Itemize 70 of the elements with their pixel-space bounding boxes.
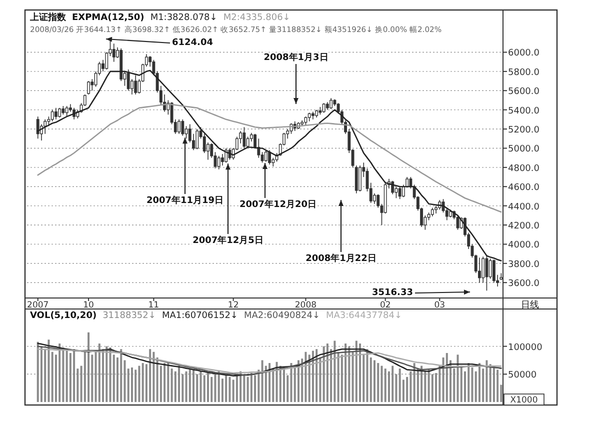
candlestick [112, 43, 116, 62]
series-label: 31188352↓ [102, 311, 156, 321]
candlestick [478, 257, 481, 283]
candlestick [196, 128, 199, 150]
annotation: 2007年11月19日 [146, 195, 224, 206]
x-tick-label: 2008 [294, 300, 317, 310]
y-tick-label: 3800.0 [508, 260, 540, 270]
x-tick-label: 03 [434, 300, 446, 310]
y-tick-label: 5600.0 [508, 87, 540, 98]
candlestick [330, 98, 333, 110]
y-tick-label: 4400.0 [508, 202, 540, 212]
y-tick-label: 5200.0 [508, 126, 540, 136]
candlestick [217, 156, 220, 170]
candlestick [178, 119, 180, 134]
candlestick [485, 255, 488, 292]
chart-title: VOL(5,10,20) [30, 311, 97, 321]
candlestick [50, 109, 54, 122]
candlestick [87, 80, 90, 95]
y-tick-label: 5000.0 [508, 144, 540, 155]
candlestick [181, 119, 184, 136]
x-tick-label: 10 [83, 300, 94, 310]
candlestick [58, 108, 62, 118]
annotation: 3516.33 [372, 288, 413, 298]
annotation: 2007年12月5日 [192, 235, 264, 246]
chart-subtitle: EXPMA(12,50) [72, 13, 144, 23]
x-tick-label: 12 [228, 300, 239, 310]
candlestick [268, 150, 271, 165]
candlestick [220, 154, 224, 166]
text: MA1:60706152↓ [162, 311, 238, 321]
candlestick [482, 256, 485, 283]
candlestick [358, 165, 362, 192]
y-tick-label: 6000.0 [508, 48, 540, 59]
y-tick-label: 4800.0 [508, 164, 540, 174]
candlestick [322, 102, 326, 114]
candlestick [254, 133, 257, 149]
y-tick-label: 4600.0 [508, 183, 540, 194]
candlestick [492, 259, 496, 283]
text: MA2:60490824↓ [244, 311, 320, 321]
chart-title: 上证指数 [29, 12, 67, 23]
y-tick-label: 4200.0 [508, 222, 540, 232]
text: MA3:64437784↓ [326, 311, 402, 321]
text: M1:3828.078↓ [150, 13, 218, 23]
y-tick-label: 100000 [508, 342, 543, 353]
text: X1000 [510, 396, 538, 406]
candlestick [409, 176, 412, 189]
annotation: 2008年1月22日 [306, 253, 376, 264]
y-tick-label: 5800.0 [508, 68, 540, 78]
candlestick [398, 186, 402, 200]
annotation: 6124.04 [172, 38, 213, 48]
y-tick-label: 4000.0 [508, 240, 540, 251]
line-series [37, 70, 502, 262]
annotation: 2007年12月20日 [239, 199, 317, 210]
y-tick-label: 3600.0 [508, 279, 540, 290]
y-tick-label: 5400.0 [508, 106, 540, 116]
candlestick [54, 108, 58, 120]
x-tick-label: 2007 [27, 300, 49, 310]
candlestick [36, 116, 40, 140]
text: 日线 [521, 300, 539, 310]
candlestick [65, 106, 68, 117]
annotation: 2008年1月3日 [264, 52, 328, 63]
candlestick [105, 52, 108, 70]
candlestick [264, 150, 268, 162]
candlestick [134, 74, 138, 95]
text: M2:4335.806↓ [223, 13, 290, 23]
y-tick-label: 50000 [508, 370, 537, 381]
candlestick [488, 258, 492, 280]
x-tick-label: 11 [148, 300, 160, 310]
candlestick [242, 126, 246, 149]
x-tick-label: 02 [380, 300, 391, 310]
candlestick [126, 69, 130, 92]
